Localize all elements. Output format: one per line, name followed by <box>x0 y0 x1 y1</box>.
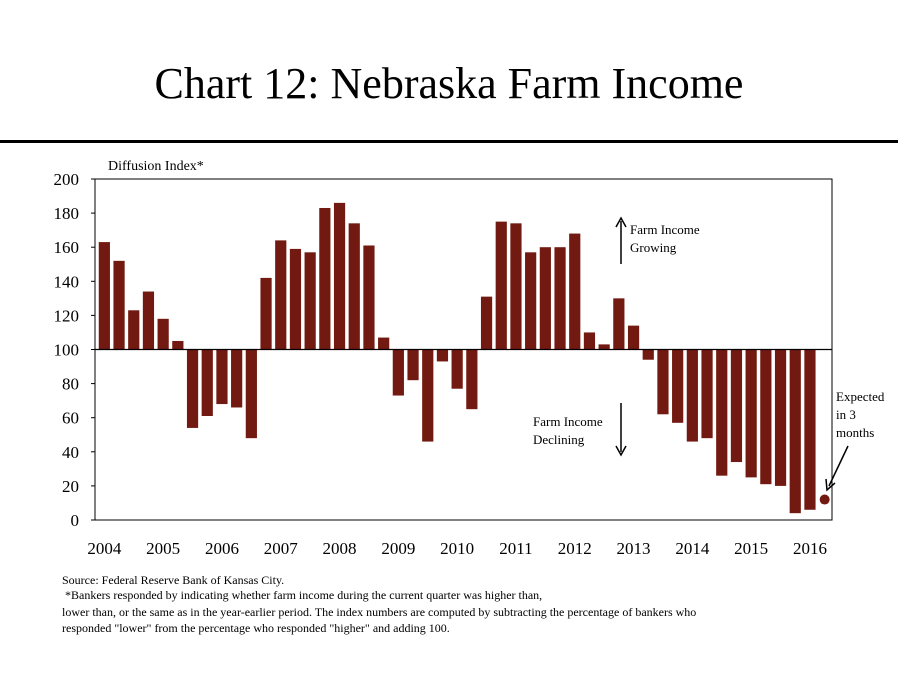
y-tick-label: 40 <box>62 443 79 462</box>
bar-17 <box>348 223 360 350</box>
chart-title: Chart 12: Nebraska Farm Income <box>154 59 744 108</box>
expected-arrow-icon <box>828 445 849 487</box>
y-tick-label: 200 <box>54 170 80 189</box>
bar-33 <box>583 332 596 350</box>
x-tick-label: 2013 <box>617 539 651 558</box>
expected-label-line2: in 3 <box>836 407 856 422</box>
expected-label-line1: Expected <box>836 389 885 404</box>
y-tick-label: 120 <box>54 306 80 325</box>
bar-37 <box>642 349 654 360</box>
x-tick-label: 2014 <box>675 539 710 558</box>
y-tick-label: 80 <box>62 375 79 394</box>
bar-24 <box>451 349 463 389</box>
bar-27 <box>495 221 507 350</box>
bar-1 <box>113 260 125 350</box>
down-arrowhead-icon <box>615 445 627 457</box>
x-tick-label: 2006 <box>205 539 239 558</box>
bar-2 <box>128 310 140 350</box>
x-tick-label: 2015 <box>734 539 768 558</box>
y-tick-label: 0 <box>71 511 80 530</box>
x-tick-label: 2004 <box>87 539 122 558</box>
x-tick-label: 2010 <box>440 539 474 558</box>
bar-44 <box>745 349 757 478</box>
bar-0 <box>98 242 110 350</box>
bar-15 <box>319 207 331 350</box>
bar-5 <box>172 340 184 350</box>
bar-3 <box>142 291 155 350</box>
bar-45 <box>760 349 772 485</box>
bar-chart: 0 20 40 60 80 100 120 140 160 180 200 2004 2005 2006… <box>54 159 885 558</box>
annotation-growing-line2: Growing <box>630 240 677 255</box>
y-tick-label: 100 <box>54 341 80 360</box>
x-tick-label: 2008 <box>323 539 357 558</box>
bar-6 <box>186 349 199 428</box>
y-tick-label: 20 <box>62 477 79 496</box>
bar-46 <box>774 349 787 486</box>
bar-31 <box>554 247 566 350</box>
bar-16 <box>333 202 346 350</box>
bar-13 <box>289 248 302 350</box>
up-arrowhead-icon <box>615 216 627 228</box>
bar-28 <box>510 223 522 350</box>
bar-22 <box>422 349 434 442</box>
source-note: Source: Federal Reserve Bank of Kansas C… <box>62 573 285 587</box>
x-axis: 2004 2005 2006 2007 2008 2009 2010 2011 2012 2013… <box>87 539 827 558</box>
bar-23 <box>436 349 449 362</box>
bar-43 <box>730 349 743 463</box>
bar-10 <box>245 349 257 439</box>
x-tick-label: 2016 <box>793 539 827 558</box>
bar-32 <box>569 233 581 350</box>
expected-label-line3: months <box>836 425 874 440</box>
bar-34 <box>598 344 610 350</box>
bar-series <box>98 202 816 514</box>
bar-47 <box>789 349 801 514</box>
bar-25 <box>466 349 478 410</box>
y-tick-label: 60 <box>62 409 79 428</box>
x-tick-label: 2007 <box>264 539 299 558</box>
bar-39 <box>672 349 684 423</box>
annotation-growing-line1: Farm Income <box>630 222 700 237</box>
y-tick-label: 160 <box>54 238 80 257</box>
x-tick-label: 2005 <box>146 539 180 558</box>
bar-8 <box>216 349 228 405</box>
bar-18 <box>363 245 375 350</box>
bar-9 <box>231 349 243 408</box>
y-axis: 0 20 40 60 80 100 120 140 160 180 200 <box>54 170 95 530</box>
bar-36 <box>627 325 640 350</box>
y-axis-label: Diffusion Index* <box>108 159 204 174</box>
y-tick-label: 140 <box>54 272 80 291</box>
x-tick-label: 2012 <box>558 539 592 558</box>
bar-12 <box>275 240 287 350</box>
x-tick-label: 2009 <box>381 539 415 558</box>
footnote-line-1: *Bankers responded by indicating whether… <box>65 588 543 602</box>
bar-7 <box>201 349 213 416</box>
bar-42 <box>716 349 728 476</box>
bar-38 <box>657 349 669 415</box>
bar-35 <box>613 298 625 350</box>
annotation-declining-line1: Farm Income <box>533 414 603 429</box>
expected-arrowhead-icon <box>825 478 836 492</box>
title-divider <box>0 140 898 143</box>
footnote-line-2: lower than, or the same as in the year-e… <box>62 605 697 619</box>
bar-48 <box>804 349 816 510</box>
y-tick-label: 180 <box>54 204 80 223</box>
bar-11 <box>260 277 272 350</box>
bar-40 <box>686 349 698 442</box>
annotation-growing: Farm Income Growing <box>615 216 700 264</box>
bar-19 <box>378 337 390 350</box>
bar-41 <box>701 349 713 439</box>
expected-point <box>819 494 830 505</box>
annotation-declining-line2: Declining <box>533 432 585 447</box>
bar-14 <box>304 252 316 350</box>
bar-4 <box>157 318 169 350</box>
x-tick-label: 2011 <box>499 539 532 558</box>
bar-29 <box>525 252 537 350</box>
annotation-declining: Farm Income Declining <box>533 403 627 457</box>
bar-30 <box>539 247 551 350</box>
annotation-expected: Expected in 3 months <box>819 389 885 505</box>
footnote-line-3: responded "lower" from the percentage wh… <box>62 621 450 635</box>
bar-20 <box>392 349 404 396</box>
bar-26 <box>480 296 493 350</box>
bar-21 <box>407 349 419 381</box>
